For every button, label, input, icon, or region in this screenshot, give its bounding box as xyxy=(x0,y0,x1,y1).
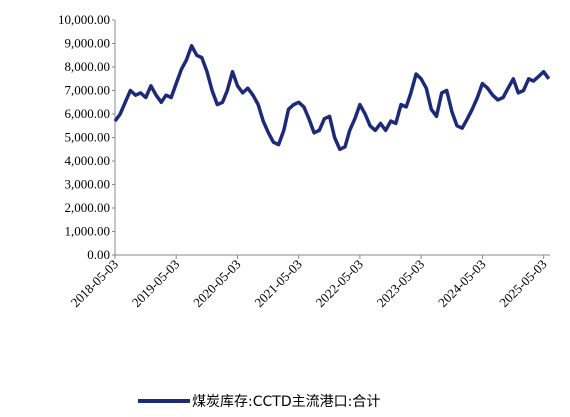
y-tick-label: 9,000.00 xyxy=(65,36,111,51)
x-tick-label: 2025-05-03 xyxy=(496,257,550,311)
y-tick-label: 8,000.00 xyxy=(65,59,111,74)
x-tick-label: 2023-05-03 xyxy=(374,257,428,311)
y-tick-label: 7,000.00 xyxy=(65,83,111,98)
y-tick-label: 5,000.00 xyxy=(65,130,111,145)
legend-label: 煤炭库存:CCTD主流港口:合计 xyxy=(192,394,380,410)
y-tick-label: 3,000.00 xyxy=(65,177,111,192)
y-tick-label: 0.00 xyxy=(87,247,110,262)
x-tick-label: 2019-05-03 xyxy=(129,257,183,311)
y-tick-label: 1,000.00 xyxy=(65,224,111,239)
data-line xyxy=(113,44,551,152)
y-tick-label: 10,000.00 xyxy=(58,12,110,27)
x-tick-label: 2020-05-03 xyxy=(190,257,244,311)
y-tick-label: 2,000.00 xyxy=(65,200,111,215)
x-tick-label: 2018-05-03 xyxy=(68,257,122,311)
x-tick-label: 2024-05-03 xyxy=(435,257,489,311)
x-tick-label: 2022-05-03 xyxy=(313,257,367,311)
y-tick-label: 6,000.00 xyxy=(65,106,111,121)
x-tick-label: 2021-05-03 xyxy=(251,257,305,311)
y-tick-label: 4,000.00 xyxy=(65,153,111,168)
